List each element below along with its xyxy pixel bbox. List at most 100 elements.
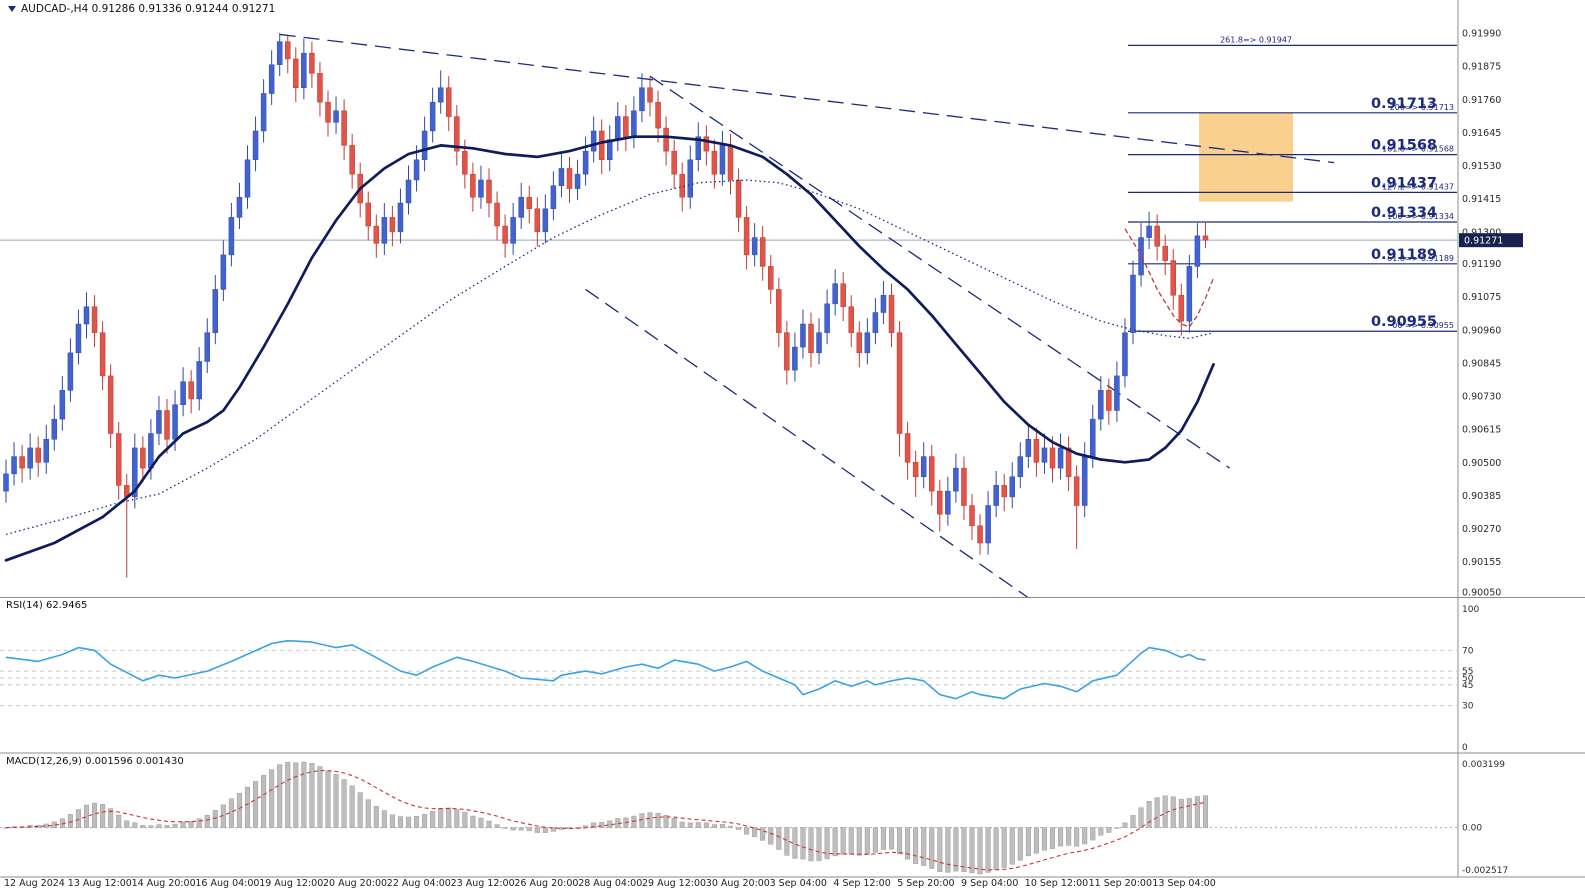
candle-body (590, 130, 597, 152)
candle-body (985, 505, 991, 544)
macd-bar (430, 811, 436, 828)
macd-indicator-label: MACD(12,26,9) 0.001596 0.001430 (6, 756, 184, 767)
macd-bar (1090, 827, 1096, 841)
candle-body (341, 110, 347, 146)
candle-body (276, 41, 283, 65)
macd-bar (639, 813, 645, 828)
time-tick-label: 23 Aug 12:00 (451, 878, 515, 888)
symbol-dropdown-icon[interactable] (8, 6, 16, 12)
candle-body (1081, 456, 1088, 506)
supply-zone[interactable] (1199, 112, 1293, 202)
time-tick-label: 13 Sep 04:00 (1152, 878, 1215, 888)
candle-body (615, 116, 621, 140)
candle-body (534, 208, 541, 233)
time-tick-label: 4 Sep 12:00 (833, 878, 890, 888)
candle-body (711, 150, 718, 175)
macd-bar (124, 820, 130, 828)
macd-bar (518, 827, 524, 831)
macd-bar (1009, 827, 1015, 865)
macd-max-label: 0.003199 (1462, 760, 1505, 770)
candle-body (413, 159, 420, 181)
candle-body (1017, 456, 1024, 477)
macd-bar (752, 827, 758, 838)
candle-body (107, 375, 114, 434)
macd-bar (397, 816, 403, 828)
candle-body (1065, 447, 1072, 477)
trendline[interactable] (649, 75, 1230, 469)
current-price-badge (1459, 233, 1523, 248)
candle-body (293, 58, 299, 88)
candles (3, 33, 1209, 578)
macd-bar (945, 827, 951, 873)
rsi-tick-label: 70 (1462, 646, 1474, 656)
candle-body (156, 410, 162, 434)
candle-body (784, 332, 790, 371)
macd-bar (293, 762, 299, 828)
candle-body (816, 332, 822, 354)
time-tick-label: 20 Aug 20:00 (323, 878, 387, 888)
macd-bar (156, 824, 162, 828)
candle-body (1009, 476, 1015, 498)
macd-bar (1146, 800, 1152, 828)
price-tick-label: 0.90385 (1462, 491, 1501, 502)
macd-bar (1186, 798, 1192, 828)
macd-bar (1138, 807, 1144, 828)
macd-bar (277, 764, 283, 828)
candle-body (1202, 235, 1209, 241)
candle-body (115, 433, 122, 486)
macd-bar (1202, 795, 1209, 828)
macd-bar (1114, 827, 1120, 829)
macd-bar (261, 775, 267, 828)
macd-bar (695, 822, 701, 828)
candle-body (759, 237, 766, 267)
trendline[interactable] (279, 33, 1335, 164)
candle-body (381, 217, 388, 244)
macd-bar (454, 809, 460, 828)
macd-bar (116, 814, 122, 828)
candle-body (655, 101, 661, 129)
fib-ratio-label: 61.8=> 0.91189 (1387, 254, 1454, 263)
macd-bar (1162, 795, 1168, 828)
fib-ratio-label: 00 => 0.90955 (1392, 321, 1454, 330)
candle-body (727, 145, 734, 181)
macd-bar (1154, 797, 1160, 828)
price-tick-label: 0.91075 (1462, 292, 1501, 303)
fib-price-label: 0.91437 (1371, 175, 1437, 191)
candle-body (43, 439, 49, 463)
macd-bar (333, 774, 339, 828)
candle-body (1049, 447, 1056, 469)
candle-body (607, 139, 613, 161)
trendline[interactable] (585, 288, 1029, 599)
candle-body (574, 173, 581, 189)
macd-bar (164, 825, 170, 828)
candle-body (510, 217, 516, 244)
current-price-value: 0.91271 (1464, 236, 1503, 247)
candle-body (880, 294, 887, 313)
candle-body (671, 150, 677, 175)
macd-bar (679, 821, 685, 828)
macd-bar (108, 808, 114, 828)
candle-body (1041, 447, 1048, 463)
macd-bar (534, 827, 540, 833)
candle-body (19, 456, 25, 469)
rsi-tick-label: 0 (1462, 743, 1468, 753)
macd-bar (67, 814, 73, 828)
candle-body (252, 130, 259, 161)
price-tick-label: 0.90960 (1462, 325, 1501, 336)
candle-body (1162, 245, 1168, 261)
macd-bar (969, 827, 975, 874)
candle-body (558, 168, 565, 186)
macd-bar (1058, 827, 1064, 847)
macd-bar (1041, 827, 1048, 851)
candle-body (1138, 237, 1144, 276)
macd-bar (784, 827, 790, 856)
fib-price-label: 0.91713 (1371, 96, 1437, 112)
macd-bar (365, 799, 371, 828)
candle-body (896, 332, 903, 434)
time-tick-label: 16 Aug 04:00 (195, 878, 259, 888)
candle-body (462, 150, 468, 175)
candle-body (11, 456, 17, 475)
macd-bar (631, 815, 637, 828)
